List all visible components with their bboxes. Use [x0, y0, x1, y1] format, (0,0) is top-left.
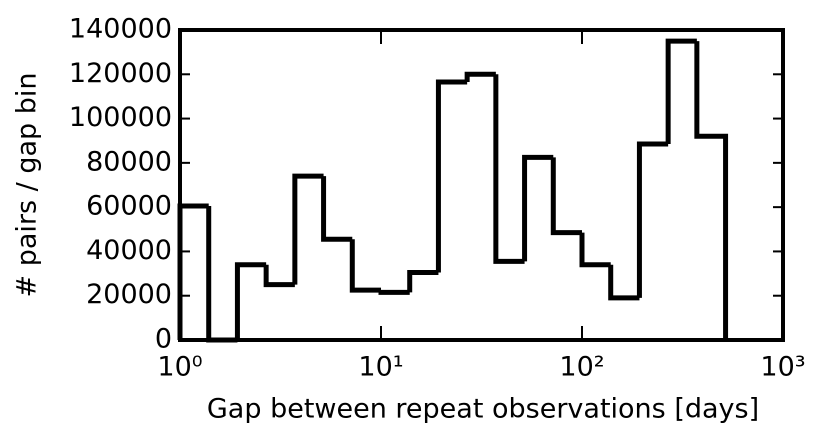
histogram-bar — [550, 157, 582, 236]
y-tick-label: 140000 — [69, 14, 172, 45]
y-tick-label: 20000 — [86, 279, 172, 310]
histogram-bar — [234, 262, 267, 340]
x-axis-label: Gap between repeat observations [days] — [207, 394, 759, 425]
histogram-bar — [493, 74, 525, 264]
x-tick-label: 10² — [559, 352, 604, 383]
histogram-bar — [665, 38, 697, 145]
histogram-bar — [177, 203, 209, 340]
x-tick-label: 10¹ — [358, 352, 403, 383]
histogram-bar — [206, 206, 238, 343]
histogram-bar — [636, 141, 669, 298]
y-tick-label: 80000 — [86, 146, 172, 177]
histogram-bar — [263, 264, 295, 288]
x-tick-label: 10⁰ — [157, 352, 202, 383]
histogram-bar — [292, 173, 324, 285]
histogram-bar — [608, 264, 640, 301]
y-tick-label: 60000 — [86, 191, 172, 222]
histogram-bar — [321, 176, 353, 242]
histogram-bar — [407, 269, 439, 293]
y-tick-label: 40000 — [86, 235, 172, 266]
y-tick-label: 120000 — [69, 58, 172, 89]
histogram-bar — [579, 232, 611, 268]
plot-frame — [178, 28, 785, 342]
histogram-bar — [694, 41, 729, 340]
y-tick-label: 100000 — [69, 102, 172, 133]
histogram-bar — [522, 154, 554, 262]
histogram-bar — [349, 239, 381, 293]
histogram-bar — [435, 79, 468, 273]
histogram-bar — [464, 71, 496, 83]
y-tick-label: 0 — [155, 324, 172, 355]
y-axis-label: # pairs / gap bin — [12, 73, 43, 298]
histogram-bar — [378, 289, 410, 295]
x-tick-label: 10³ — [760, 352, 805, 383]
